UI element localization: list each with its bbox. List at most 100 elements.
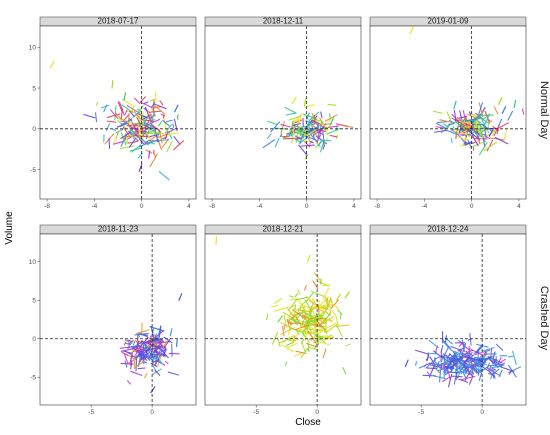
data-segment bbox=[95, 112, 98, 123]
data-segment bbox=[322, 145, 325, 150]
data-segment bbox=[492, 367, 497, 371]
data-segment bbox=[287, 299, 298, 311]
data-segment bbox=[299, 309, 313, 317]
data-segment bbox=[455, 135, 469, 141]
outlier-segment bbox=[138, 163, 143, 172]
data-segment bbox=[426, 367, 437, 370]
data-segment bbox=[308, 299, 319, 307]
outlier-segment bbox=[306, 254, 311, 263]
data-segment bbox=[288, 335, 294, 341]
data-segment bbox=[439, 369, 442, 383]
data-segment bbox=[150, 353, 161, 356]
data-segment bbox=[446, 111, 451, 120]
data-segment bbox=[145, 131, 153, 142]
data-segment bbox=[290, 298, 299, 301]
data-segment bbox=[508, 370, 512, 375]
data-segment bbox=[483, 113, 491, 128]
y-tick-label: 0 bbox=[32, 126, 36, 133]
data-segment bbox=[299, 136, 308, 144]
outlier-segment bbox=[164, 131, 169, 140]
data-segment bbox=[147, 109, 152, 116]
data-segment bbox=[151, 362, 158, 368]
outlier-segment bbox=[303, 98, 307, 107]
data-segment bbox=[471, 363, 476, 366]
data-segment bbox=[326, 322, 337, 329]
data-segment bbox=[497, 118, 503, 127]
data-segment bbox=[455, 362, 465, 372]
data-segment bbox=[311, 112, 317, 123]
data-segment bbox=[440, 354, 445, 358]
y-tick-label: 0 bbox=[32, 336, 36, 343]
data-segment bbox=[489, 365, 492, 370]
data-segment bbox=[499, 366, 515, 372]
data-segment bbox=[313, 335, 323, 340]
data-segment bbox=[439, 365, 443, 369]
data-segment bbox=[488, 369, 496, 379]
data-segment bbox=[130, 360, 133, 370]
data-segment bbox=[293, 113, 303, 124]
data-segment bbox=[432, 110, 443, 114]
data-segment bbox=[289, 318, 302, 324]
data-segment bbox=[507, 355, 514, 358]
y-tick-label: 5 bbox=[32, 85, 36, 92]
outlier-segment bbox=[463, 342, 467, 351]
x-tick-label: -8 bbox=[374, 203, 380, 210]
data-segment bbox=[315, 306, 326, 313]
data-segment bbox=[127, 380, 131, 385]
data-segment bbox=[428, 339, 439, 349]
data-segment bbox=[314, 140, 321, 148]
data-segment bbox=[119, 145, 134, 150]
data-segment bbox=[282, 325, 285, 337]
data-segment bbox=[141, 102, 153, 109]
data-segment bbox=[481, 107, 486, 114]
data-segment bbox=[152, 368, 162, 375]
data-segment bbox=[267, 120, 278, 125]
data-segment bbox=[484, 129, 487, 138]
data-segment bbox=[279, 133, 283, 138]
data-segment bbox=[338, 123, 354, 128]
data-segment bbox=[293, 309, 300, 318]
data-segment bbox=[447, 373, 453, 388]
data-segment bbox=[145, 341, 152, 344]
data-segment bbox=[308, 318, 315, 322]
data-segment bbox=[150, 135, 157, 141]
data-segment bbox=[150, 355, 157, 359]
data-segment bbox=[478, 138, 480, 144]
data-segment bbox=[292, 123, 302, 126]
outlier-segment bbox=[215, 236, 218, 245]
data-segment bbox=[484, 110, 491, 124]
outlier-segment bbox=[169, 328, 173, 337]
outlier-segment bbox=[488, 129, 494, 137]
data-segment bbox=[296, 125, 302, 135]
data-segment bbox=[443, 362, 446, 375]
data-segment bbox=[290, 126, 296, 136]
data-segment bbox=[456, 116, 466, 126]
data-segment bbox=[124, 350, 134, 356]
outlier-segment bbox=[291, 96, 297, 105]
data-segment bbox=[149, 340, 158, 343]
data-segment bbox=[135, 348, 143, 355]
data-segment bbox=[153, 345, 163, 353]
data-segment bbox=[294, 304, 297, 316]
panel-title: 2018-11-23 bbox=[98, 225, 139, 234]
data-segment bbox=[139, 352, 145, 356]
panel-2018-12-11: 2018-12-11 -8 -4 0 4 bbox=[204, 17, 362, 210]
data-segment bbox=[345, 343, 351, 347]
data-segment bbox=[328, 299, 340, 310]
data-segment bbox=[319, 117, 327, 130]
data-segment bbox=[455, 352, 458, 356]
data-segment bbox=[100, 104, 110, 109]
data-segment bbox=[121, 104, 134, 114]
data-segment bbox=[428, 352, 438, 355]
data-segment bbox=[454, 121, 464, 128]
data-segment bbox=[131, 128, 136, 144]
y-tick-label: 10 bbox=[29, 259, 37, 266]
data-segment bbox=[497, 357, 502, 365]
data-segment bbox=[312, 309, 316, 318]
data-segment bbox=[325, 322, 327, 335]
data-segment bbox=[117, 101, 123, 113]
data-segment bbox=[480, 127, 487, 134]
data-segment bbox=[126, 339, 131, 345]
data-segment bbox=[442, 362, 447, 368]
